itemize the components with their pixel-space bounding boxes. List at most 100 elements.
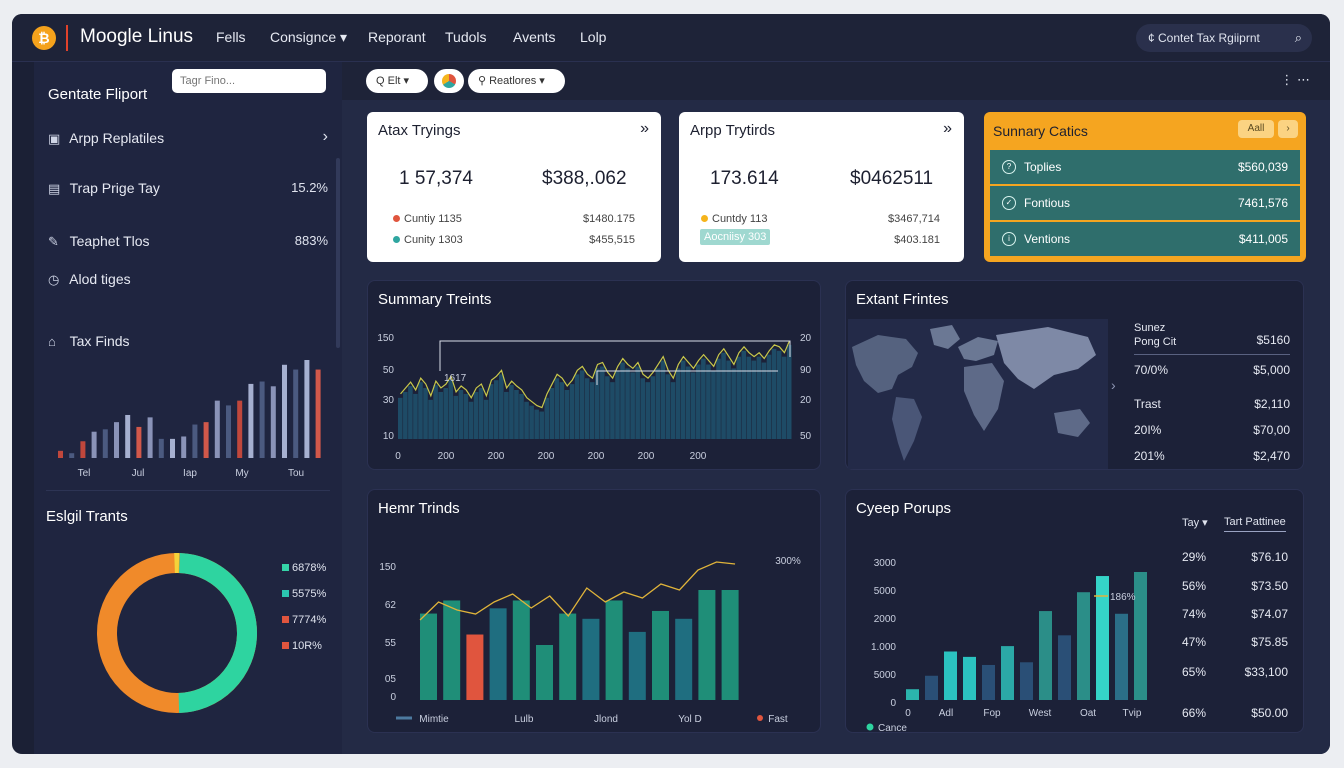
cyeep-y-label: 0 <box>890 698 896 709</box>
trend-bar <box>605 376 610 439</box>
trend-bar <box>408 386 413 439</box>
hemp-bar <box>582 618 600 700</box>
trend-bar <box>781 356 787 439</box>
info-icon: i <box>1002 232 1016 246</box>
trend-x-label: 200 <box>438 451 455 462</box>
search-icon[interactable]: ⌕ <box>1294 30 1302 45</box>
clock-icon: ◷ <box>48 272 60 287</box>
nav-item-fells[interactable]: Fells <box>216 29 246 45</box>
cyeep-row-value: $50.00 <box>1251 706 1288 720</box>
cyeep-bar <box>1001 646 1014 700</box>
map-table-row: 70/0% <box>1134 363 1169 377</box>
trend-bar <box>519 393 524 439</box>
trend-bar <box>438 391 443 439</box>
hemp-bar <box>420 613 437 700</box>
nav-item-tudols[interactable]: Tudols <box>445 29 487 45</box>
sidebar-bar <box>125 414 131 458</box>
card-title: Arpp Trytirds <box>690 122 776 139</box>
map-greenland <box>930 325 960 349</box>
sidebar-item-arpp-replatiles[interactable]: ▣ Arpp Replatiles › <box>48 128 328 147</box>
tab-tay[interactable]: Tay ▾ <box>1182 517 1208 529</box>
expand-icon[interactable]: » <box>943 120 952 137</box>
card-row: Cunity 1303 <box>393 234 463 246</box>
donut-chart <box>97 552 257 713</box>
cyeep-y-label: 5000 <box>874 586 897 597</box>
summary-row[interactable]: ? Toplies $560,039 <box>990 150 1300 184</box>
summary-row[interactable]: ✓ Fontious 7461,576 <box>990 186 1300 220</box>
panel-title: Cyeep Porups <box>856 500 952 517</box>
trend-bar <box>554 378 560 439</box>
trend-bar <box>685 366 691 439</box>
expand-icon[interactable]: » <box>640 120 649 137</box>
hemp-bar <box>536 645 553 700</box>
trend-bar <box>499 374 504 439</box>
hemp-x-label: Lulb <box>515 714 534 725</box>
trend-bar <box>488 384 494 439</box>
sidebar-item-label: Alod tiges <box>69 271 131 287</box>
map-table-row: Trast <box>1134 397 1161 411</box>
sidebar-item-tax-finds[interactable]: ⌂ Tax Finds <box>48 333 328 349</box>
cyeep-bar <box>1077 592 1090 700</box>
summary-row[interactable]: i Ventions $411,005 <box>990 222 1300 256</box>
summary-row-value: 7461,576 <box>1237 196 1288 210</box>
sidebar-scrollbar[interactable] <box>336 158 340 348</box>
trend-y-label-right: 20 <box>800 395 812 406</box>
sidebar-item-label: Tax Finds <box>69 333 130 349</box>
hemp-peak-label: 300% <box>775 556 801 567</box>
hemp-line <box>419 561 736 621</box>
map-nav-arrow[interactable]: › <box>1111 377 1116 393</box>
donut-segment-green <box>97 552 257 713</box>
cyeep-bar <box>1096 576 1109 700</box>
cyeep-chart: 3000 5000 2000 1.000 5000 0 186% 0 Adl Fop West Oat… <box>866 558 1147 732</box>
global-search[interactable]: ¢ Contet Tax Rgiiprnt ⌕ <box>1136 24 1312 52</box>
tab-tart-pattinee[interactable]: Tart Pattinee <box>1224 516 1286 532</box>
hemp-bar <box>443 600 461 700</box>
trend-bar <box>423 388 428 439</box>
filter-dropdown[interactable]: Q Elt ▾ <box>366 69 428 93</box>
nav-item-consignce[interactable]: Consignce ▾ <box>270 29 348 45</box>
sidebar-item-alod-tiges[interactable]: ◷ Alod tiges <box>48 271 328 288</box>
trend-bar <box>504 391 509 439</box>
trend-bar <box>458 390 464 439</box>
hemp-y-label: 150 <box>379 562 396 573</box>
trend-bar <box>650 376 656 439</box>
hemp-bar <box>628 631 646 700</box>
reatlores-dropdown[interactable]: ⚲ Reatlores ▾ <box>468 69 565 93</box>
trend-bar <box>468 401 474 439</box>
summary-next-button[interactable]: › <box>1278 120 1298 138</box>
hemp-y-label: 55 <box>385 638 397 649</box>
legend-label: 6878% <box>292 562 327 574</box>
trend-y-label-right: 50 <box>800 431 812 442</box>
sidebar-item-trap-prige-tay[interactable]: ▤ Trap Prige Tay 15.2% <box>48 180 328 197</box>
avatar-button[interactable] <box>434 69 464 93</box>
trend-range-bracket <box>439 340 791 371</box>
more-options-icon[interactable]: ⋮ ⋯ <box>1280 72 1310 87</box>
sidebar-search-input[interactable] <box>172 69 326 93</box>
trend-bar <box>690 372 696 439</box>
trend-bar <box>463 393 469 439</box>
card-secondary-number: $0462511 <box>850 168 934 189</box>
hemp-x-label: Jlond <box>594 714 618 725</box>
world-map[interactable] <box>848 319 1108 469</box>
nav-item-lolp[interactable]: Lolp <box>580 29 607 45</box>
file-icon: ▤ <box>48 181 61 196</box>
trend-bar <box>584 378 590 439</box>
bullet-icon <box>393 215 400 222</box>
trend-y-label: 50 <box>383 365 395 376</box>
nav-item-avents[interactable]: Avents <box>513 29 556 45</box>
trend-bar <box>433 385 438 439</box>
summary-all-button[interactable]: Aall <box>1238 120 1274 138</box>
cyeep-y-label: 1.000 <box>871 642 896 653</box>
trend-bar <box>761 362 767 439</box>
trend-bar <box>771 348 777 439</box>
panel-title: Extant Frintes <box>856 291 949 308</box>
summary-row-label: Toplies <box>1024 160 1062 174</box>
sidebar-item-teaphet-tlos[interactable]: ✎ Teaphet Tlos 883% <box>48 233 328 250</box>
trend-y-label: 10 <box>383 431 395 442</box>
map-table-row: 201% <box>1134 449 1165 463</box>
trend-bar <box>413 393 418 439</box>
trend-bar <box>610 382 615 439</box>
map-europe <box>958 337 998 361</box>
global-search-text: ¢ Contet Tax Rgiiprnt <box>1148 31 1260 45</box>
nav-item-reporant[interactable]: Reporant <box>368 29 426 45</box>
